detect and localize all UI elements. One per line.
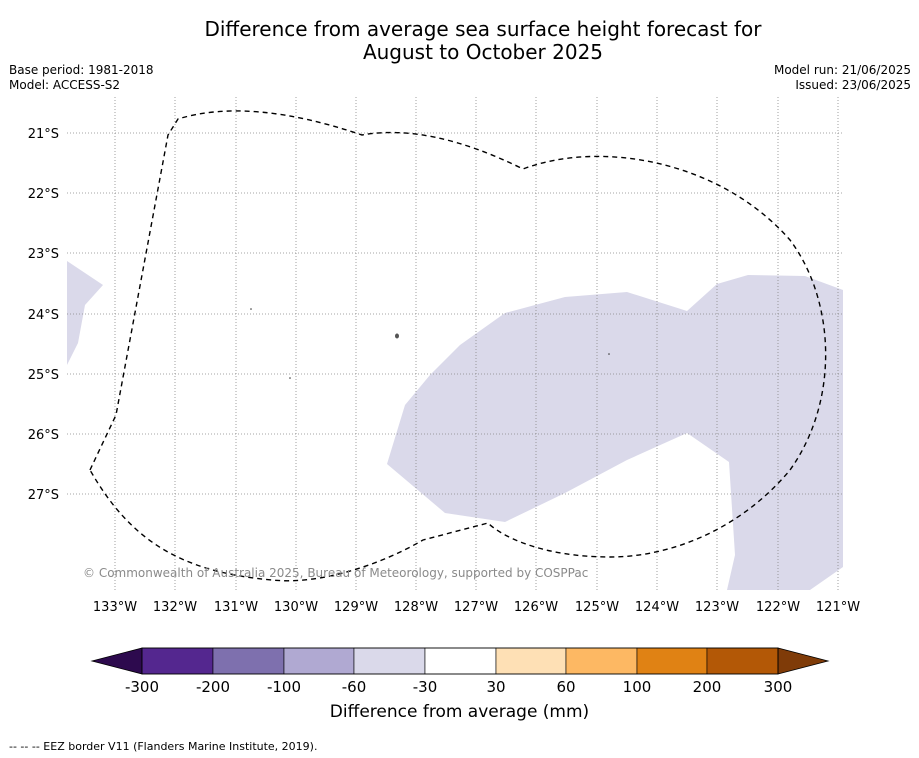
colorbar-extend-high xyxy=(777,647,830,675)
grid-lines xyxy=(67,97,843,590)
lat-label: 22°S xyxy=(28,187,59,202)
colorbar-segment xyxy=(495,647,567,675)
colorbar-segment xyxy=(353,647,426,675)
colorbar-tick: -300 xyxy=(125,678,159,696)
eez-footnote: -- -- -- EEZ border V11 (Flanders Marine… xyxy=(9,740,318,753)
colorbar-segment xyxy=(283,647,355,675)
colorbar-tick: -200 xyxy=(196,678,230,696)
colorbar-segment xyxy=(636,647,708,675)
colorbar-extend-low xyxy=(90,647,143,675)
lat-labels: 21°S 22°S 23°S 24°S 25°S 26°S 27°S xyxy=(28,127,59,503)
colorbar-segment xyxy=(141,647,214,675)
lat-label: 27°S xyxy=(28,488,59,503)
colorbar-segment xyxy=(424,647,497,675)
model-run: Model run: 21/06/2025 xyxy=(773,63,911,77)
colorbar-tick: -100 xyxy=(267,678,301,696)
lon-label: 122°W xyxy=(756,600,800,615)
island-marker xyxy=(250,308,252,310)
colorbar-outline xyxy=(141,647,779,675)
title-line-2: August to October 2025 xyxy=(362,40,604,64)
lon-label: 124°W xyxy=(635,600,679,615)
colorbar-ticks: -300 -200 -100 -60 -30 30 60 100 200 300 xyxy=(125,678,792,696)
map-title: Difference from average sea surface heig… xyxy=(0,18,919,64)
lat-label: 24°S xyxy=(28,308,59,323)
colorbar-label: Difference from average (mm) xyxy=(329,702,590,722)
colorbar-segment xyxy=(212,647,285,675)
lat-label: 23°S xyxy=(28,247,59,262)
lon-label: 128°W xyxy=(394,600,438,615)
colorbar-tick: 300 xyxy=(764,678,793,696)
colorbar-tick: -60 xyxy=(342,678,367,696)
copyright-text: © Commonwealth of Australia 2025, Bureau… xyxy=(83,566,588,580)
colorbar-tick: 60 xyxy=(556,678,575,696)
anomaly-region-west xyxy=(67,261,103,365)
colorbar-tick: -30 xyxy=(413,678,438,696)
eez-border xyxy=(89,110,827,582)
base-period: Base period: 1981-2018 xyxy=(9,63,154,77)
lon-label: 132°W xyxy=(153,600,197,615)
lon-label: 123°W xyxy=(695,600,739,615)
island-marker xyxy=(289,377,291,379)
title-line-1: Difference from average sea surface heig… xyxy=(204,17,762,41)
lon-label: 129°W xyxy=(334,600,378,615)
lon-label: 131°W xyxy=(214,600,258,615)
lon-label: 130°W xyxy=(274,600,318,615)
lat-label: 21°S xyxy=(28,127,59,142)
colorbar-segment xyxy=(706,647,779,675)
colorbar-tick: 100 xyxy=(623,678,652,696)
colorbar-segment xyxy=(565,647,638,675)
colorbar: -300 -200 -100 -60 -30 30 60 100 200 300 xyxy=(90,647,830,696)
lon-label: 125°W xyxy=(575,600,619,615)
meta-left: Base period: 1981-2018 Model: ACCESS-S2 xyxy=(9,63,154,93)
island-marker xyxy=(395,333,399,339)
lon-label: 127°W xyxy=(454,600,498,615)
model-name: Model: ACCESS-S2 xyxy=(9,78,121,92)
anomaly-region-main xyxy=(387,275,843,590)
meta-right: Model run: 21/06/2025 Issued: 23/06/2025 xyxy=(774,63,911,93)
lat-label: 25°S xyxy=(28,368,59,383)
issued-date: Issued: 23/06/2025 xyxy=(795,78,911,92)
map-area: © Commonwealth of Australia 2025, Bureau… xyxy=(67,97,843,590)
colorbar-tick: 200 xyxy=(693,678,722,696)
lon-label: 121°W xyxy=(816,600,860,615)
lon-label: 133°W xyxy=(93,600,137,615)
lon-labels: 133°W 132°W 131°W 130°W 129°W 128°W 127°… xyxy=(93,600,860,615)
lon-label: 126°W xyxy=(514,600,558,615)
lat-label: 26°S xyxy=(28,428,59,443)
colorbar-tick: 30 xyxy=(486,678,505,696)
island-marker xyxy=(608,353,610,355)
